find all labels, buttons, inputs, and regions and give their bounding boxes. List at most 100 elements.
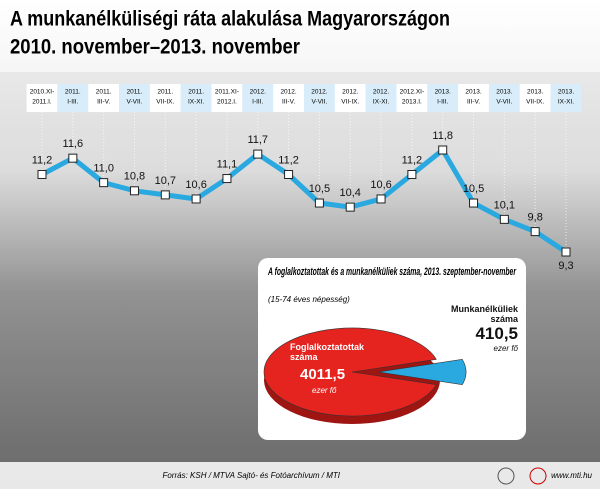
logo xyxy=(529,467,547,485)
pie-slice xyxy=(263,327,437,417)
x-tick-label: 2012.I. xyxy=(217,99,237,106)
point-marker xyxy=(438,145,448,155)
x-tick-label: 2013. xyxy=(527,89,543,96)
x-tick-label: IX-XI. xyxy=(558,99,574,106)
category-band xyxy=(427,84,459,112)
value-label: 11,2 xyxy=(32,154,53,166)
x-tick-label: I-III. xyxy=(252,99,263,106)
value-label: 10,6 xyxy=(185,179,206,191)
slice-unit: ezer fő xyxy=(493,344,518,353)
x-tick-label: V-VII. xyxy=(496,99,512,106)
x-tick-label: 2011. xyxy=(65,89,81,96)
x-tick-label: III-V. xyxy=(467,99,480,106)
value-label: 9,8 xyxy=(528,212,543,224)
category-band xyxy=(458,84,489,112)
x-tick-label: 2012. xyxy=(250,89,266,96)
x-tick-label: IX-XI. xyxy=(373,99,389,106)
x-tick-label: 2011.XI- xyxy=(215,89,239,96)
value-label: 11,0 xyxy=(93,163,114,175)
category-band xyxy=(119,84,150,112)
x-tick-label: III-V. xyxy=(97,99,110,106)
x-tick-label: 2011. xyxy=(188,89,204,96)
value-label: 10,1 xyxy=(494,199,515,211)
point-marker xyxy=(37,169,47,179)
category-band xyxy=(488,84,520,112)
category-band xyxy=(365,84,397,112)
x-tick-label: 2013. xyxy=(558,89,574,96)
category-band xyxy=(519,84,551,112)
category-band xyxy=(180,84,212,112)
x-tick-label: 2012.XI- xyxy=(400,89,425,96)
value-label: 10,5 xyxy=(463,183,484,195)
x-tick-label: V-VII. xyxy=(127,99,143,106)
point-marker xyxy=(499,214,509,224)
line-series xyxy=(40,147,568,255)
x-tick-label: 2011.I. xyxy=(32,99,52,106)
value-label: 10,6 xyxy=(370,179,391,191)
slice-name: Munkanélküliek száma xyxy=(450,304,518,324)
point-marker xyxy=(469,198,479,208)
pie-subtitle: (15-74 éves népesség) xyxy=(268,295,350,304)
category-band xyxy=(88,84,120,112)
footer-bar xyxy=(0,462,600,489)
point-marker xyxy=(345,202,355,212)
slice-value: 410,5 xyxy=(475,324,518,343)
point-marker xyxy=(530,227,540,237)
x-tick-label: 2012. xyxy=(373,89,389,96)
point-marker xyxy=(129,186,139,196)
x-tick-label: 2013. xyxy=(496,89,512,96)
x-tick-label: VII-IX. xyxy=(156,99,174,106)
category-band xyxy=(396,84,428,112)
x-tick-label: III-V. xyxy=(282,99,295,106)
point-marker xyxy=(407,169,417,179)
x-tick-label: I-III. xyxy=(67,99,78,106)
x-tick-label: 2011. xyxy=(96,89,112,96)
slice-name: Foglalkoztatottak száma xyxy=(290,342,365,362)
point-marker xyxy=(314,198,324,208)
point-marker xyxy=(222,174,232,184)
point-marker xyxy=(561,247,571,257)
point-marker xyxy=(68,153,78,163)
chart-subtitle: 2010. november–2013. november xyxy=(10,36,300,59)
pie-title: A foglalkoztatottak és a munkanélküliek … xyxy=(267,266,516,278)
x-tick-label: 2011. xyxy=(127,89,143,96)
category-band xyxy=(149,84,181,112)
x-tick-label: 2012. xyxy=(342,89,358,96)
value-label: 11,7 xyxy=(247,134,268,146)
logo xyxy=(497,467,515,485)
point-marker xyxy=(99,178,109,188)
category-band xyxy=(334,84,366,112)
chart-title: A munkanélküliségi ráta alakulása Magyar… xyxy=(10,8,450,31)
x-tick-label: 2011. xyxy=(157,89,173,96)
x-tick-label: 2013. xyxy=(435,89,451,96)
value-label: 11,6 xyxy=(63,138,84,150)
point-marker xyxy=(253,149,263,159)
value-label: 10,4 xyxy=(340,187,361,199)
pie-slice xyxy=(377,359,467,385)
x-tick-label: VII-IX. xyxy=(341,99,359,106)
point-marker xyxy=(191,194,201,204)
slice-unit: ezer fő xyxy=(312,386,337,395)
category-band xyxy=(550,84,582,112)
value-label: 11,2 xyxy=(402,154,423,166)
point-marker xyxy=(376,194,386,204)
x-tick-label: I-III. xyxy=(437,99,448,106)
category-band xyxy=(273,84,304,112)
x-tick-label: 2010.XI- xyxy=(30,89,55,96)
value-label: 10,8 xyxy=(124,171,145,183)
x-tick-label: 2013.I. xyxy=(402,99,422,106)
value-label: 11,1 xyxy=(217,158,238,170)
point-marker xyxy=(284,169,294,179)
value-label: 10,5 xyxy=(309,183,330,195)
value-label: 11,8 xyxy=(432,130,453,142)
category-band xyxy=(242,84,274,112)
source: Forrás: KSH / MTVA Sajtó- és Fotóarchívu… xyxy=(162,471,340,480)
value-label: 9,3 xyxy=(558,260,573,272)
slice-value: 4011,5 xyxy=(300,366,346,383)
category-band xyxy=(26,84,58,112)
category-band xyxy=(57,84,89,112)
url: www.mti.hu xyxy=(551,471,592,480)
x-tick-label: 2012. xyxy=(311,89,327,96)
x-tick-label: V-VII. xyxy=(311,99,327,106)
